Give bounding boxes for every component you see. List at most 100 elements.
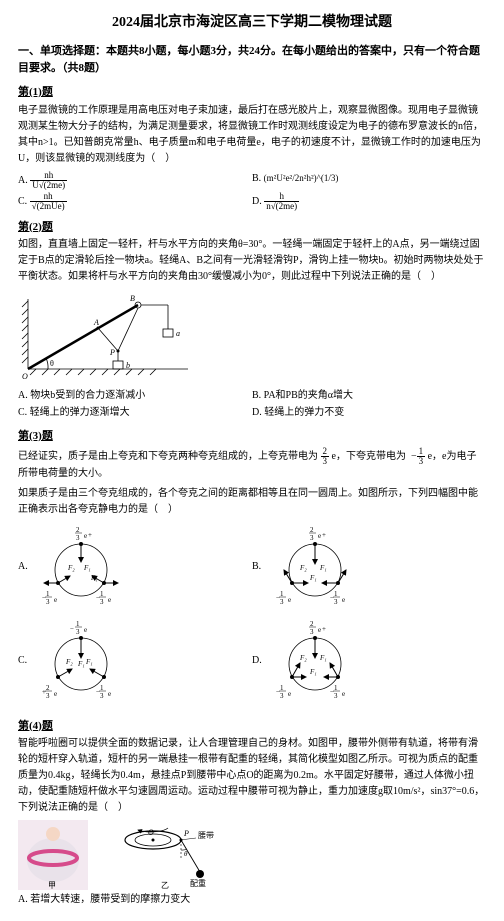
- svg-text:3: 3: [46, 692, 50, 700]
- theta-label: θ: [50, 359, 54, 368]
- q4-opt-A: A. 若增大转速，腰带受到的摩擦力变大: [18, 892, 252, 907]
- section-header: 一、单项选择题：本题共8小题，每小题3分，共24分。在每小题给出的答案中，只有一…: [18, 43, 486, 76]
- q2-body: 如图，直直墙上固定一轻杆，杆与水平方向的夹角θ=30°。一轻绳一端固定于轻杆上的…: [18, 237, 486, 285]
- q3-opt-A: A. + 23e −13e −13e F₂ F₁ F₁: [18, 522, 252, 612]
- P-label: P: [109, 348, 115, 357]
- svg-text:3: 3: [100, 598, 104, 606]
- svg-text:乙: 乙: [161, 881, 169, 890]
- page-title: 2024届北京市海淀区高三下学期二模物理试题: [18, 12, 486, 33]
- q1-opt-D: D. hn√(2me): [252, 192, 486, 211]
- q1-opt-A: A. nhU√(2me): [18, 171, 252, 190]
- svg-text:3: 3: [76, 628, 80, 636]
- q3-body2: 如果质子是由三个夸克组成的，各个夸克之间的距离都相等且在同一圆周上。如图所示，下…: [18, 486, 486, 518]
- A-label: A: [93, 318, 99, 327]
- svg-text:甲: 甲: [48, 881, 56, 890]
- frac-den: √(2mUe): [30, 202, 67, 211]
- frac-num: nh: [30, 171, 67, 181]
- frac-num: 2: [321, 447, 330, 457]
- q3-text1: 已经证实，质子是由上夸克和下夸克两种夸克组成的，上夸克带电为: [18, 450, 318, 461]
- svg-text:F₁: F₁: [90, 574, 98, 582]
- q3-figures: A. + 23e −13e −13e F₂ F₁ F₁ B.: [18, 522, 486, 710]
- svg-text:θ: θ: [184, 850, 188, 858]
- frac-num: 1: [417, 447, 426, 457]
- q2-options2: C. 轻绳上的弹力逐渐增大 D. 轻绳上的弹力不变: [18, 405, 486, 420]
- svg-text:3: 3: [76, 534, 80, 542]
- svg-text:F₂: F₂: [299, 564, 307, 572]
- svg-text:+: +: [322, 625, 326, 633]
- B-label: B: [130, 294, 135, 303]
- svg-text:P: P: [183, 829, 189, 838]
- svg-text:e: e: [84, 626, 87, 634]
- q4-figures: 甲 O P θ 配重 腰带 乙: [18, 820, 486, 890]
- q2-opt-A: A. 物块b受到的合力逐渐减小: [18, 388, 252, 403]
- svg-text:3: 3: [280, 692, 284, 700]
- svg-text:e: e: [318, 532, 321, 540]
- frac-den: 3: [321, 457, 330, 466]
- q1-opt-C: C. nh√(2mUe): [18, 192, 252, 211]
- svg-text:+: +: [88, 531, 92, 539]
- svg-text:F₂: F₂: [65, 658, 73, 666]
- svg-text:F₂: F₂: [67, 564, 75, 572]
- q2-label: 第(2)题: [18, 219, 486, 236]
- q4-label: 第(4)题: [18, 718, 486, 735]
- svg-text:F₂: F₂: [299, 654, 307, 662]
- O-label: O: [22, 372, 28, 381]
- svg-text:F₁: F₁: [85, 658, 93, 666]
- opt-b-label: B.: [252, 559, 270, 574]
- frac-num: h: [264, 192, 299, 202]
- opt-c-label: C.: [18, 195, 27, 206]
- svg-text:3: 3: [334, 692, 338, 700]
- opt-a-label: A.: [18, 174, 28, 185]
- q4-schematic: O P θ 配重 腰带 乙: [98, 820, 238, 890]
- svg-text:e: e: [288, 596, 291, 604]
- frac-den: U√(2me): [30, 181, 67, 190]
- frac-num: nh: [30, 192, 67, 202]
- q2-figure: θ O A B P b a: [18, 289, 486, 384]
- svg-text:e: e: [108, 596, 111, 604]
- q1-options2: C. nh√(2mUe) D. hn√(2me): [18, 192, 486, 211]
- opt-c-label: C.: [18, 653, 36, 668]
- frac-den: 3: [417, 457, 426, 466]
- q1-body: 电子显微镜的工作原理是用高电压对电子束加速，最后打在感光胶片上，观察显微图像。现…: [18, 103, 486, 167]
- q4-photo: 甲: [18, 820, 88, 890]
- opt-b-label: B.: [252, 173, 261, 184]
- svg-text:3: 3: [334, 598, 338, 606]
- svg-text:F₁: F₁: [83, 564, 91, 572]
- svg-text:e: e: [288, 690, 291, 698]
- q1-label: 第(1)题: [18, 84, 486, 101]
- svg-text:e: e: [342, 690, 345, 698]
- svg-text:F₁: F₁: [319, 564, 327, 572]
- a-label: a: [176, 329, 180, 338]
- svg-text:e: e: [54, 690, 57, 698]
- opt-a-label: A.: [18, 559, 36, 574]
- svg-text:腰带: 腰带: [198, 831, 214, 840]
- q3-text1b: e，下夸克带电为: [332, 450, 406, 461]
- frac-den: n√(2me): [264, 202, 299, 211]
- svg-text:e: e: [342, 596, 345, 604]
- svg-text:e: e: [84, 532, 87, 540]
- q4-options: A. 若增大转速，腰带受到的摩擦力变大: [18, 892, 486, 907]
- q3-body: 已经证实，质子是由上夸克和下夸克两种夸克组成的，上夸克带电为 23 e，下夸克带…: [18, 447, 486, 482]
- q2-opt-C: C. 轻绳上的弹力逐渐增大: [18, 405, 252, 420]
- q3-opt-B: B. + 23e −13e −13e F₂ F₁ F₁: [252, 522, 486, 612]
- svg-text:−: −: [70, 625, 74, 633]
- opt-d-label: D.: [252, 653, 270, 668]
- svg-text:3: 3: [310, 628, 314, 636]
- svg-text:F₁: F₁: [309, 668, 317, 676]
- svg-text:O: O: [148, 828, 154, 837]
- svg-text:F₁: F₁: [309, 574, 317, 582]
- q2-opt-D: D. 轻绳上的弹力不变: [252, 405, 486, 420]
- svg-text:3: 3: [100, 692, 104, 700]
- q3-opt-C: C. − 13e +23e −13e F₂ F₁ F₁: [18, 616, 252, 706]
- opt-b-expr: (m²U²e²/2n²h²)^(1/3): [264, 173, 339, 183]
- opt-d-label: D.: [252, 195, 262, 206]
- svg-text:3: 3: [280, 598, 284, 606]
- q3-opt-D: D. + 23e −13e −13e F₂ F₁ F₁: [252, 616, 486, 706]
- svg-text:3: 3: [310, 534, 314, 542]
- q2-options: A. 物块b受到的合力逐渐减小 B. PA和PB的夹角α增大: [18, 388, 486, 403]
- svg-text:配重: 配重: [190, 878, 206, 888]
- svg-text:3: 3: [46, 598, 50, 606]
- b-label: b: [126, 361, 130, 370]
- q1-opt-B: B. (m²U²e²/2n²h²)^(1/3): [252, 171, 486, 190]
- svg-text:e: e: [318, 626, 321, 634]
